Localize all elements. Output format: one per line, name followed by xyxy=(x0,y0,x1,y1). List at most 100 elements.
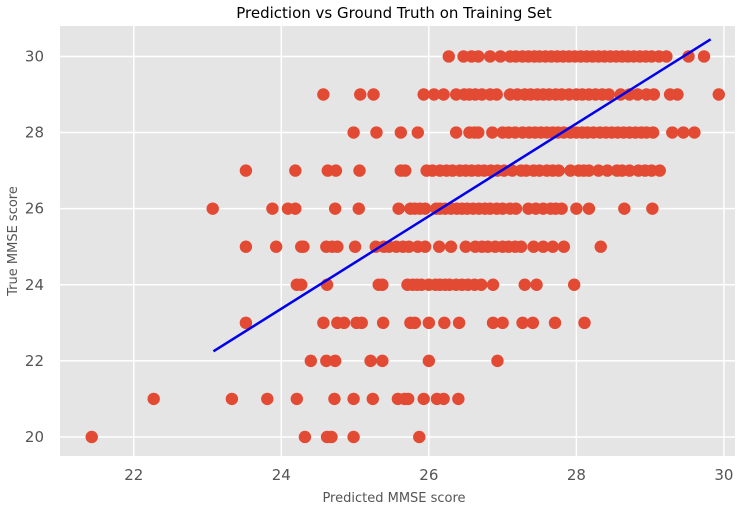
data-point xyxy=(688,126,701,139)
data-point xyxy=(555,202,568,215)
data-point xyxy=(530,278,543,291)
data-point xyxy=(269,240,283,253)
data-point xyxy=(328,202,342,215)
chart-title: Prediction vs Ground Truth on Training S… xyxy=(236,4,552,22)
data-point xyxy=(328,354,342,368)
data-point xyxy=(536,240,550,253)
data-point xyxy=(417,88,430,101)
data-point xyxy=(509,202,523,215)
data-point xyxy=(582,164,596,177)
data-point xyxy=(376,316,390,330)
data-point xyxy=(677,126,690,139)
data-points xyxy=(85,50,725,444)
data-point xyxy=(437,88,450,101)
data-point xyxy=(317,316,330,330)
y-tick-label: 30 xyxy=(25,47,44,65)
data-point xyxy=(442,50,455,63)
data-point xyxy=(392,202,405,215)
data-point xyxy=(472,126,485,139)
fit-line xyxy=(212,38,712,353)
data-point xyxy=(85,430,98,444)
data-point xyxy=(261,392,274,406)
data-point xyxy=(370,126,383,139)
data-point xyxy=(546,240,559,253)
data-point xyxy=(367,88,380,101)
data-point xyxy=(376,278,389,291)
data-point xyxy=(518,278,531,291)
y-axis-label: True MMSE score xyxy=(6,186,21,297)
data-point xyxy=(427,88,441,101)
data-point xyxy=(331,240,344,253)
data-point xyxy=(646,126,660,139)
data-point xyxy=(494,50,507,63)
data-point xyxy=(355,316,368,330)
data-point xyxy=(432,240,446,253)
data-point xyxy=(320,354,333,368)
data-point xyxy=(601,164,614,177)
data-point xyxy=(418,240,432,253)
data-point xyxy=(239,164,253,177)
data-point xyxy=(660,50,673,63)
data-point xyxy=(422,316,436,330)
data-point xyxy=(337,316,351,330)
data-point xyxy=(548,316,562,330)
data-point xyxy=(239,240,253,253)
data-point xyxy=(353,164,366,177)
data-point xyxy=(567,278,581,291)
data-point xyxy=(527,240,540,253)
data-point xyxy=(618,202,631,215)
y-tick-label: 26 xyxy=(25,200,44,218)
data-point xyxy=(317,88,330,101)
data-point xyxy=(225,392,239,406)
data-point xyxy=(206,202,219,215)
data-point xyxy=(472,50,485,63)
data-point xyxy=(364,354,377,368)
x-tick-label: 26 xyxy=(419,466,438,484)
data-point xyxy=(712,88,725,101)
x-axis-label: Predicted MMSE score xyxy=(322,491,465,506)
data-point xyxy=(682,50,695,63)
data-point xyxy=(570,202,583,215)
data-point xyxy=(666,126,679,139)
data-point xyxy=(438,316,451,330)
x-tick-label: 22 xyxy=(124,466,143,484)
data-point xyxy=(671,88,684,101)
data-point xyxy=(526,316,540,330)
data-point xyxy=(496,316,509,330)
data-point xyxy=(402,240,416,253)
data-point xyxy=(514,240,528,253)
data-point xyxy=(483,50,497,63)
data-point xyxy=(348,240,362,253)
data-point xyxy=(491,354,504,368)
data-point xyxy=(594,240,607,253)
data-point xyxy=(298,430,312,444)
data-point xyxy=(631,88,644,101)
data-point xyxy=(506,164,519,177)
data-point xyxy=(290,392,304,406)
data-point xyxy=(295,278,308,291)
data-point xyxy=(422,354,436,368)
data-point xyxy=(475,278,488,291)
data-point xyxy=(328,392,341,406)
data-point xyxy=(408,316,422,330)
data-point xyxy=(347,430,360,444)
data-point xyxy=(592,164,605,177)
data-point xyxy=(347,126,360,139)
data-point xyxy=(623,164,636,177)
data-point xyxy=(239,316,253,330)
data-point xyxy=(394,126,408,139)
data-point xyxy=(486,316,500,330)
data-point xyxy=(552,164,565,177)
data-point xyxy=(452,392,465,406)
data-point xyxy=(325,430,338,444)
data-point xyxy=(266,202,279,215)
data-point xyxy=(401,392,415,406)
data-point xyxy=(459,240,472,253)
y-tick-label: 20 xyxy=(25,428,44,446)
y-tick-labels: 20 22 24 26 28 30 xyxy=(25,47,44,446)
x-tick-label: 30 xyxy=(714,466,733,484)
data-point xyxy=(329,164,343,177)
data-point xyxy=(437,392,450,406)
data-point xyxy=(289,164,302,177)
data-point xyxy=(444,240,458,253)
